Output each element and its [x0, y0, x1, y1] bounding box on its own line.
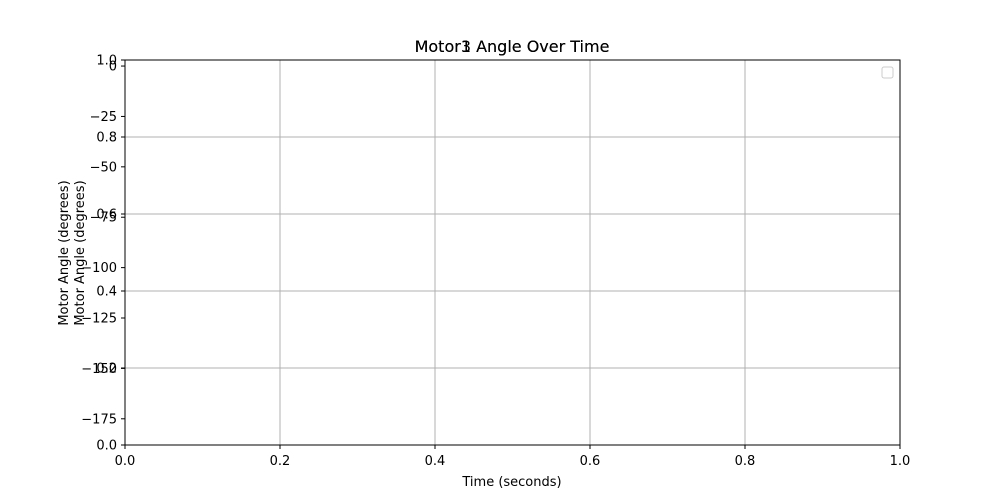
- x-tick-label: 1.0: [890, 454, 911, 469]
- x-tick-label: 0.8: [735, 454, 756, 469]
- y-tick-label-secondary: −125: [81, 312, 117, 327]
- y-tick-label: 0.4: [96, 285, 117, 300]
- y-tick-label-secondary: −25: [90, 110, 117, 125]
- legend-box: [881, 66, 894, 79]
- y-tick-label: 0.8: [96, 131, 117, 146]
- y-tick-label-secondary: 0: [109, 60, 117, 75]
- y-tick-label: 1.0: [96, 54, 117, 69]
- y-tick-label-secondary: −100: [81, 261, 117, 276]
- y-axis-ticks-secondary: 0 −25 −50 −75 −100 −125 −150 −175: [81, 60, 125, 427]
- plot-area: [124, 59, 901, 446]
- y-axis-label-primary: Motor Angle (degrees): [73, 180, 88, 325]
- x-tick-label: 0.6: [580, 454, 601, 469]
- y-tick-label: 0.2: [96, 362, 117, 377]
- y-tick-label: 0.0: [96, 439, 117, 454]
- y-tick-label: 0.6: [96, 208, 117, 223]
- chart-title-secondary: Motor3 Angle Over Time: [415, 37, 610, 56]
- x-axis-ticks: 0.0 0.2 0.4 0.6 0.8 1.0: [115, 445, 911, 469]
- y-tick-label-secondary: −50: [90, 160, 117, 175]
- y-tick-label-secondary: −75: [90, 211, 117, 226]
- chart-title-primary: Motor1 Angle Over Time: [415, 37, 610, 56]
- x-axis-label: Time (seconds): [461, 475, 561, 490]
- x-tick-label: 0.0: [115, 454, 136, 469]
- grid-lines: [124, 59, 901, 446]
- x-tick-label: 0.2: [270, 454, 291, 469]
- x-tick-label: 0.4: [425, 454, 446, 469]
- y-tick-label-secondary: −150: [81, 362, 117, 377]
- y-tick-label-secondary: −175: [81, 412, 117, 427]
- y-axis-label-secondary: Motor Angle (degrees): [57, 180, 72, 325]
